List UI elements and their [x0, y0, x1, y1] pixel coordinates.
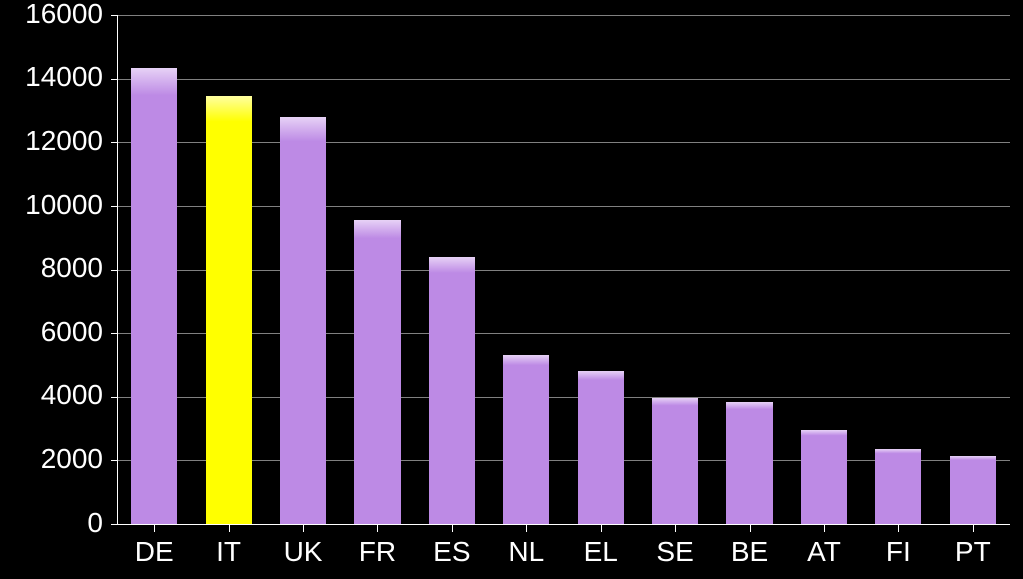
- x-tick: [303, 524, 304, 532]
- x-axis-label: BE: [712, 536, 786, 568]
- x-tick: [377, 524, 378, 532]
- x-tick: [675, 524, 676, 532]
- x-axis-label: IT: [191, 536, 265, 568]
- x-axis-label: FR: [340, 536, 414, 568]
- x-axis: [117, 524, 1010, 525]
- bar-at: [801, 430, 847, 524]
- x-axis-label: SE: [638, 536, 712, 568]
- x-axis-label: EL: [564, 536, 638, 568]
- x-tick: [898, 524, 899, 532]
- bar-nl: [503, 355, 549, 524]
- x-tick: [601, 524, 602, 532]
- x-tick: [526, 524, 527, 532]
- x-axis-label: PT: [936, 536, 1010, 568]
- y-axis-label: 8000: [41, 252, 103, 284]
- y-axis-label: 0: [87, 507, 103, 539]
- bar-pt: [950, 456, 996, 524]
- plot-area: [117, 15, 1010, 524]
- y-axis-label: 2000: [41, 443, 103, 475]
- bar-fr: [354, 220, 400, 524]
- x-axis-label: FI: [861, 536, 935, 568]
- x-tick: [973, 524, 974, 532]
- x-axis-label: UK: [266, 536, 340, 568]
- x-tick: [154, 524, 155, 532]
- y-axis-label: 14000: [25, 61, 103, 93]
- y-axis-label: 16000: [25, 0, 103, 30]
- gridline: [117, 15, 1010, 16]
- x-tick: [229, 524, 230, 532]
- bar-uk: [280, 117, 326, 524]
- bar-de: [131, 68, 177, 525]
- x-axis-label: DE: [117, 536, 191, 568]
- y-axis-label: 6000: [41, 316, 103, 348]
- gridline: [117, 79, 1010, 80]
- bar-el: [578, 371, 624, 524]
- y-axis-label: 12000: [25, 125, 103, 157]
- bar-chart: 0 2000 4000 6000 8000 10000 12000 14000 16000 DEI…: [0, 0, 1023, 579]
- bar-fi: [875, 449, 921, 524]
- x-tick: [824, 524, 825, 532]
- x-axis-label: AT: [787, 536, 861, 568]
- bar-es: [429, 257, 475, 524]
- x-axis-label: NL: [489, 536, 563, 568]
- bar-it: [206, 96, 252, 524]
- y-axis-label: 4000: [41, 379, 103, 411]
- x-tick: [452, 524, 453, 532]
- y-axis: [117, 15, 118, 524]
- bar-se: [652, 398, 698, 524]
- bar-be: [726, 402, 772, 524]
- y-axis-label: 10000: [25, 189, 103, 221]
- x-axis-label: ES: [415, 536, 489, 568]
- x-tick: [750, 524, 751, 532]
